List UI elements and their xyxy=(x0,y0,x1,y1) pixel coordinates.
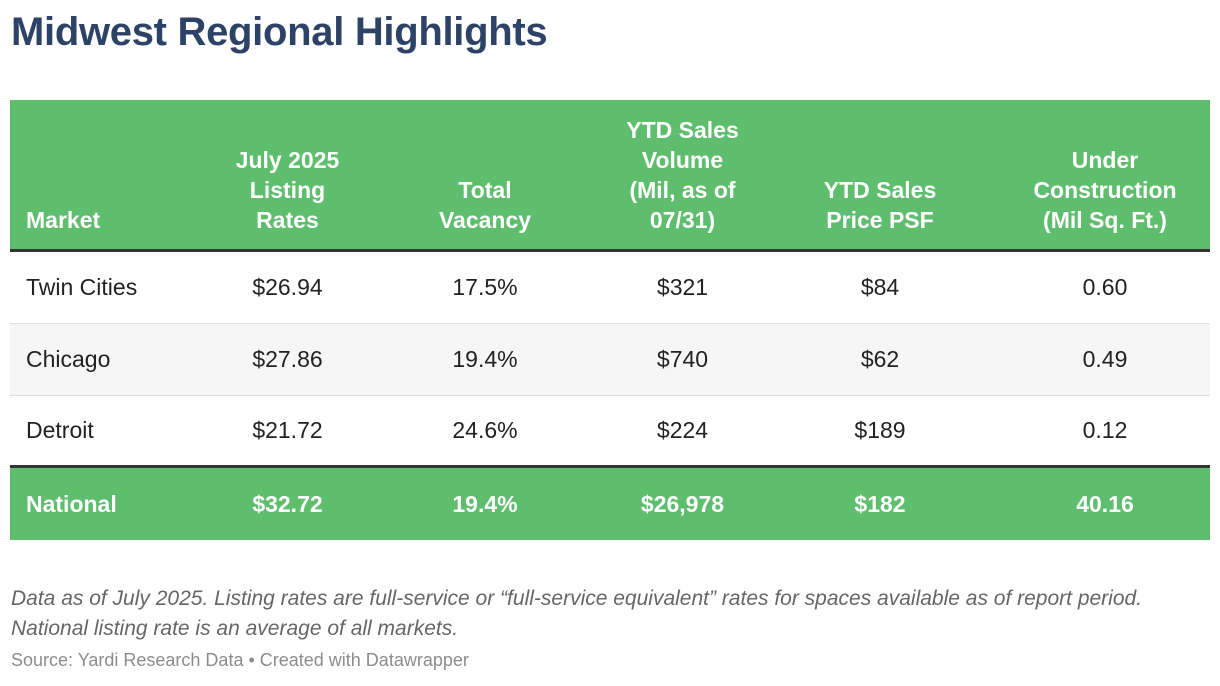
header-label-line: YTD Sales xyxy=(626,117,739,143)
header-label-line: Under xyxy=(1071,147,1139,173)
cell-ytd-sales-price-psf: $62 xyxy=(860,346,900,372)
national-total-row: National $32.72 19.4% $26,978 $182 40.16 xyxy=(10,468,1210,540)
cell-market: Twin Cities xyxy=(26,274,138,300)
cell-market: Chicago xyxy=(26,346,111,372)
header-listing-rates: July 2025 Listing Rates xyxy=(210,145,365,235)
cell-listing-rate: $26.94 xyxy=(252,274,323,300)
table-row: Twin Cities $26.94 17.5% $321 $84 0.60 xyxy=(10,252,1210,324)
cell-ytd-sales-volume: $321 xyxy=(656,274,709,300)
cell-total-vacancy: 19.4% xyxy=(452,490,518,517)
cell-market: Detroit xyxy=(26,417,94,443)
header-label-line: Price PSF xyxy=(826,207,934,233)
header-label-line: 07/31) xyxy=(649,207,716,233)
header-label-line: (Mil Sq. Ft.) xyxy=(1043,207,1167,233)
header-label-line: (Mil, as of xyxy=(629,177,736,203)
cell-market: National xyxy=(26,490,117,517)
table-row: Chicago $27.86 19.4% $740 $62 0.49 xyxy=(10,324,1210,396)
header-label-line: Vacancy xyxy=(438,207,532,233)
header-label-line: Market xyxy=(26,207,101,233)
header-label-line: Rates xyxy=(256,207,319,233)
chart-notes: Data as of July 2025. Listing rates are … xyxy=(11,587,1143,640)
header-market: Market xyxy=(10,205,210,235)
header-label-line: Total xyxy=(458,177,512,203)
header-total-vacancy: Total Vacancy xyxy=(365,175,605,235)
header-label-line: Listing xyxy=(249,177,326,203)
header-label-line: July 2025 xyxy=(235,147,340,173)
header-label-line: Volume xyxy=(641,147,724,173)
chart-title: Midwest Regional Highlights xyxy=(11,10,548,54)
cell-under-construction: 0.12 xyxy=(1082,417,1128,443)
cell-under-construction: 0.49 xyxy=(1082,346,1128,372)
header-label-line: Construction xyxy=(1033,177,1177,203)
cell-total-vacancy: 17.5% xyxy=(452,274,518,300)
table-header-row: Market July 2025 Listing Rates Total Vac… xyxy=(10,100,1210,252)
cell-listing-rate: $21.72 xyxy=(252,417,323,443)
cell-ytd-sales-volume: $26,978 xyxy=(640,490,725,517)
cell-ytd-sales-volume: $224 xyxy=(656,417,709,443)
cell-under-construction: 40.16 xyxy=(1076,490,1134,517)
table-row: Detroit $21.72 24.6% $224 $189 0.12 xyxy=(10,396,1210,468)
header-under-construction: Under Construction (Mil Sq. Ft.) xyxy=(1000,145,1210,235)
cell-listing-rate: $27.86 xyxy=(252,346,323,372)
cell-total-vacancy: 24.6% xyxy=(452,417,518,443)
cell-total-vacancy: 19.4% xyxy=(452,346,518,372)
header-ytd-sales-price-psf: YTD Sales Price PSF xyxy=(760,175,1000,235)
data-table: Market July 2025 Listing Rates Total Vac… xyxy=(10,100,1210,540)
cell-ytd-sales-price-psf: $189 xyxy=(854,417,906,443)
cell-ytd-sales-price-psf: $84 xyxy=(860,274,900,300)
chart-source: Source: Yardi Research Data • Created wi… xyxy=(11,650,469,670)
header-ytd-sales-volume: YTD Sales Volume (Mil, as of 07/31) xyxy=(605,115,760,235)
cell-ytd-sales-price-psf: $182 xyxy=(854,490,906,517)
cell-ytd-sales-volume: $740 xyxy=(656,346,709,372)
cell-listing-rate: $32.72 xyxy=(252,490,323,517)
cell-under-construction: 0.60 xyxy=(1082,274,1128,300)
header-label-line: YTD Sales xyxy=(823,177,937,203)
